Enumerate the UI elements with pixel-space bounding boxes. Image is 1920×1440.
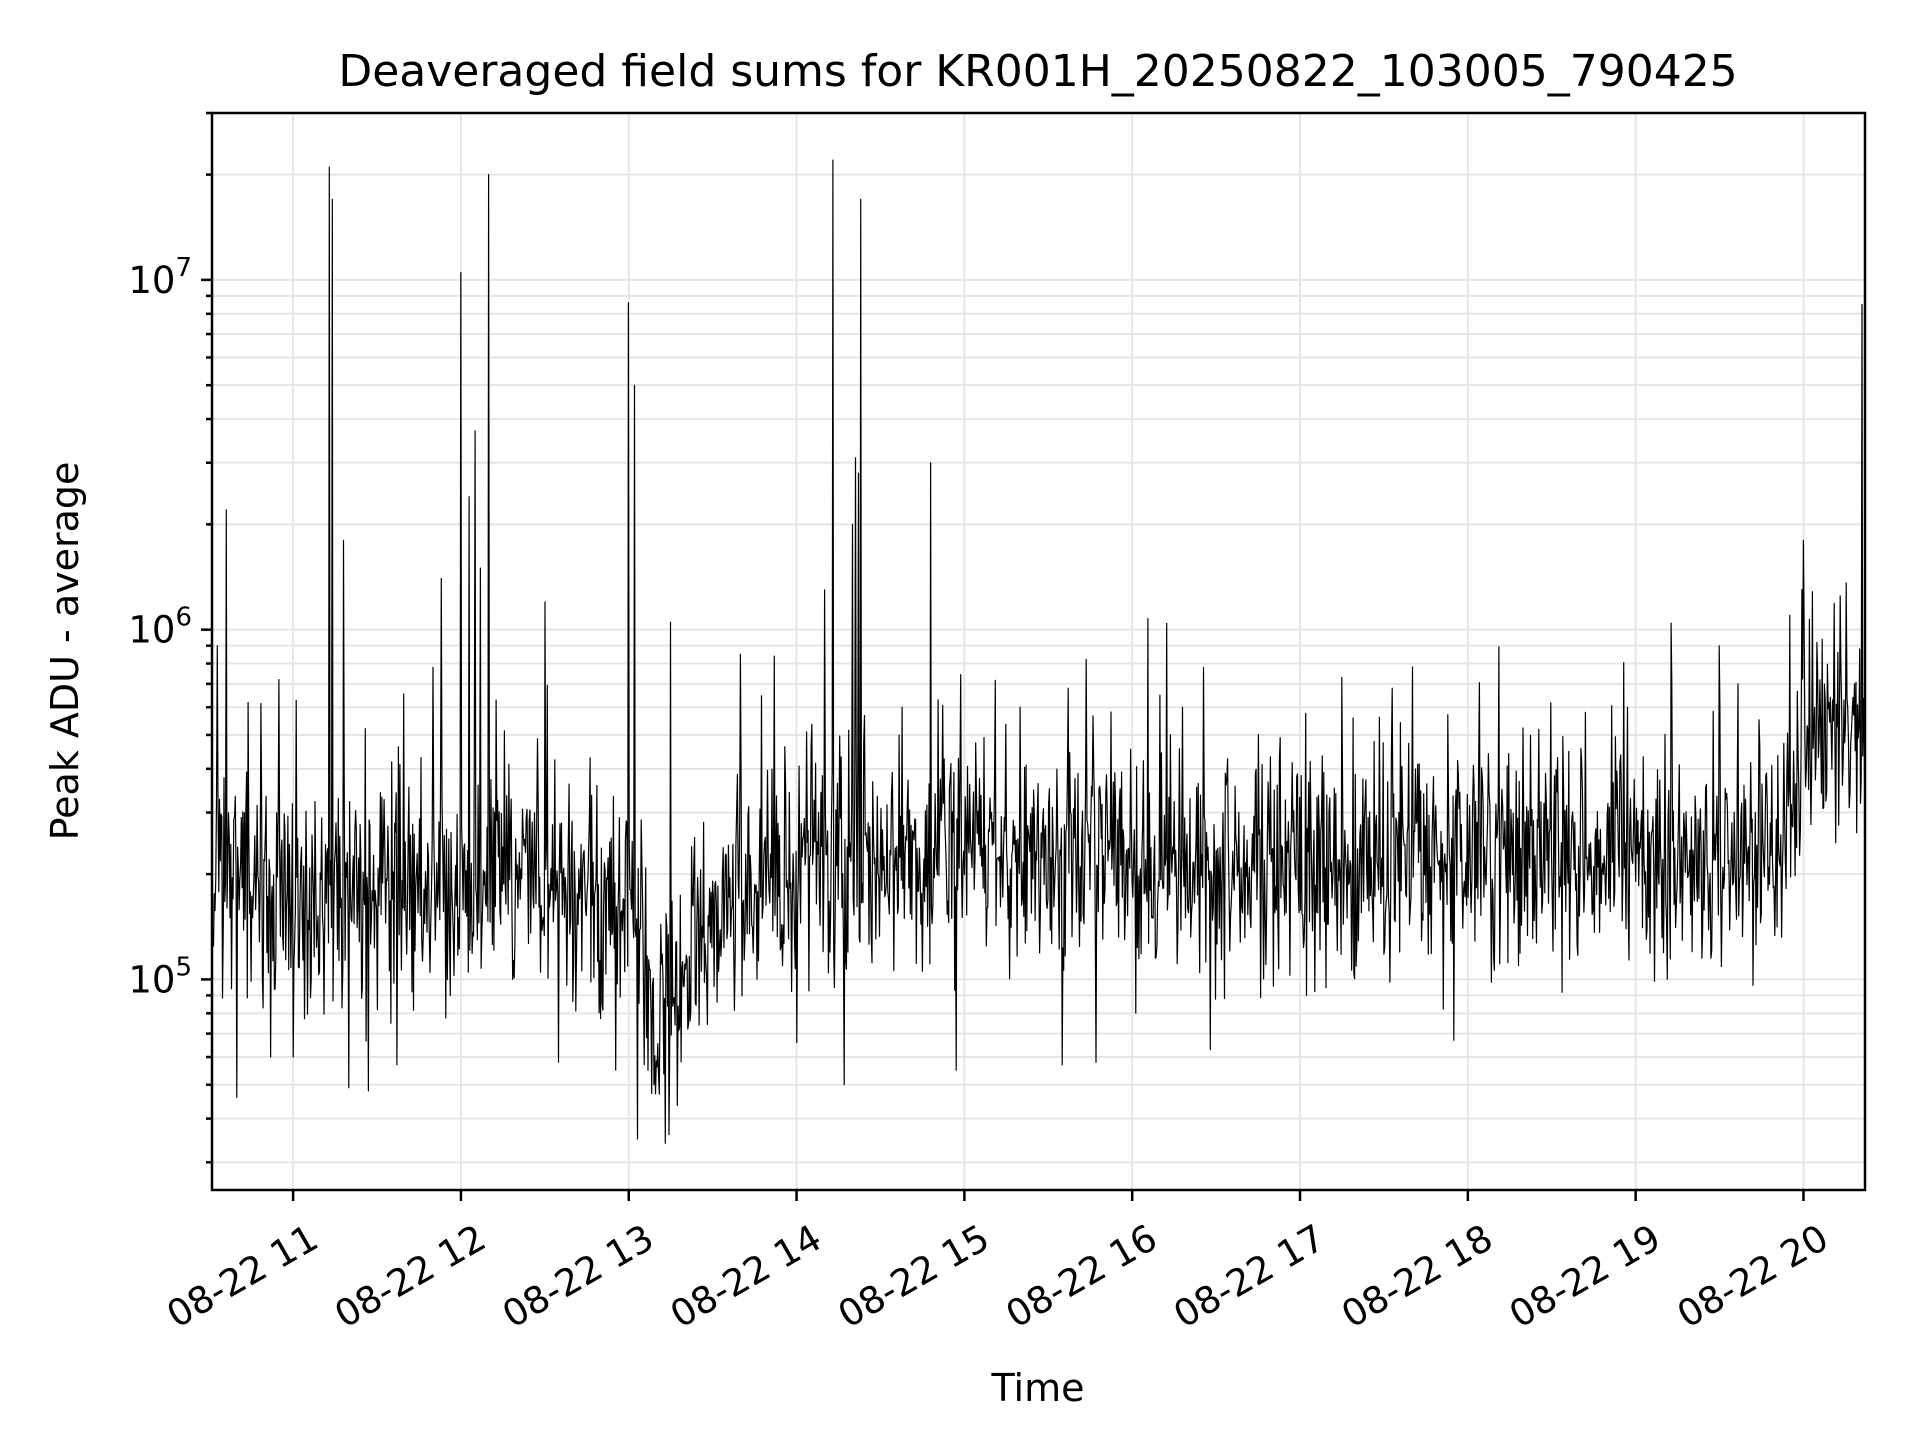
chart-title: Deaveraged field sums for KR001H_2025082… [338,46,1737,97]
y-tick-exponent: 6 [175,603,192,633]
x-tick-label: 08-22 13 [495,1216,661,1336]
y-tick-exponent: 7 [175,253,192,283]
x-tick-label: 08-22 11 [160,1216,326,1336]
series-layer [211,159,1866,1144]
x-tick-label: 08-22 15 [831,1216,997,1336]
x-tick-label: 08-22 20 [1670,1216,1836,1336]
x-axis-label: Time [991,1366,1085,1410]
x-tick-label: 08-22 14 [663,1216,829,1336]
y-axis-label: Peak ADU - average [43,462,87,841]
grid [212,112,1865,1190]
x-tick-label: 08-22 16 [999,1216,1165,1336]
plot-background [212,113,1865,1190]
y-tick-label: 107 [128,253,192,302]
x-tick-label: 08-22 18 [1334,1216,1500,1336]
series-line [211,159,1866,1144]
y-tick-label: 105 [128,952,192,1001]
y-tick-exponent: 5 [175,952,192,982]
plot-frame [210,111,1867,1192]
y-tick-label: 106 [128,603,192,652]
x-tick-label: 08-22 12 [327,1216,493,1336]
x-tick-label: 08-22 19 [1502,1216,1668,1336]
x-tick-label: 08-22 17 [1167,1216,1333,1336]
